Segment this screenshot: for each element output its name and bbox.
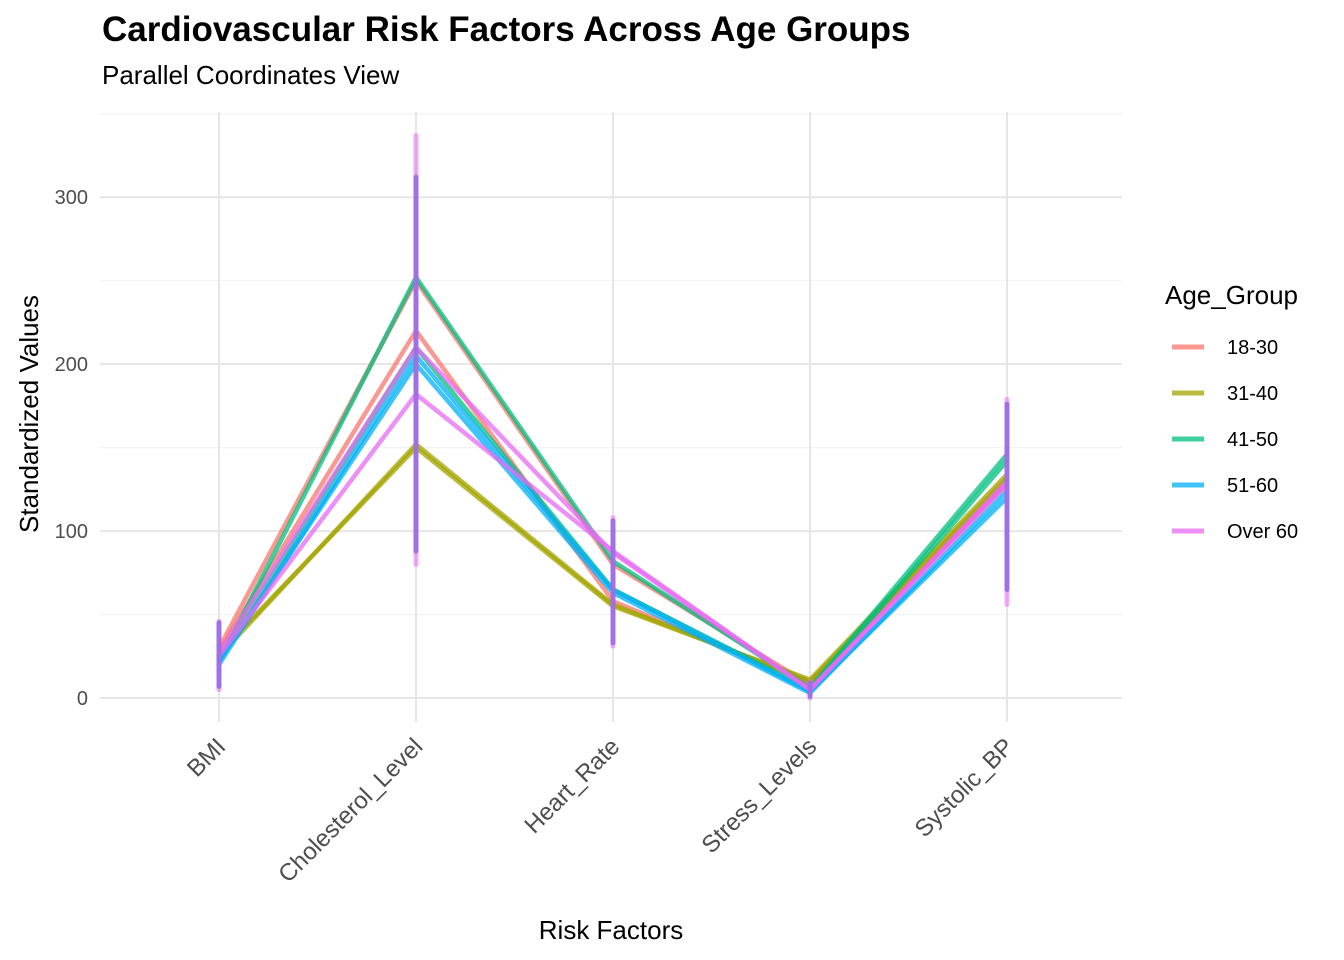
x-tick-label: Stress_Levels bbox=[697, 733, 823, 859]
chart-subtitle: Parallel Coordinates View bbox=[102, 60, 400, 90]
x-tick-label: Systolic_BP bbox=[910, 733, 1020, 843]
y-axis-title: Standardized Values bbox=[14, 295, 44, 533]
legend-label: 18-30 bbox=[1227, 337, 1278, 359]
legend-title: Age_Group bbox=[1165, 280, 1298, 310]
x-tick-label: BMI bbox=[182, 733, 231, 782]
chart-title: Cardiovascular Risk Factors Across Age G… bbox=[102, 10, 911, 49]
legend-items: 18-30 31-40 41-50 51-60 Over 60 bbox=[1172, 337, 1298, 543]
legend-label: Over 60 bbox=[1227, 521, 1298, 543]
y-tick-label: 200 bbox=[55, 354, 88, 376]
y-tick-label: 300 bbox=[55, 187, 88, 209]
legend-label: 31-40 bbox=[1227, 383, 1278, 405]
x-tick-label: Cholesterol_Level bbox=[273, 733, 428, 888]
range-layer bbox=[216, 132, 1010, 701]
y-tick-labels: 0 100 200 300 bbox=[55, 187, 88, 710]
y-tick-label: 100 bbox=[55, 521, 88, 543]
legend: Age_Group 18-30 31-40 41-50 51-60 Over 60 bbox=[1165, 280, 1298, 543]
x-tick-labels: BMI Cholesterol_Level Heart_Rate Stress_Lev… bbox=[182, 733, 1019, 888]
x-tick-label: Heart_Rate bbox=[519, 733, 625, 839]
x-axis-title: Risk Factors bbox=[539, 915, 683, 945]
y-tick-label: 0 bbox=[77, 688, 88, 710]
grid-layer bbox=[100, 112, 1122, 722]
legend-label: 41-50 bbox=[1227, 429, 1278, 451]
legend-label: 51-60 bbox=[1227, 475, 1278, 497]
